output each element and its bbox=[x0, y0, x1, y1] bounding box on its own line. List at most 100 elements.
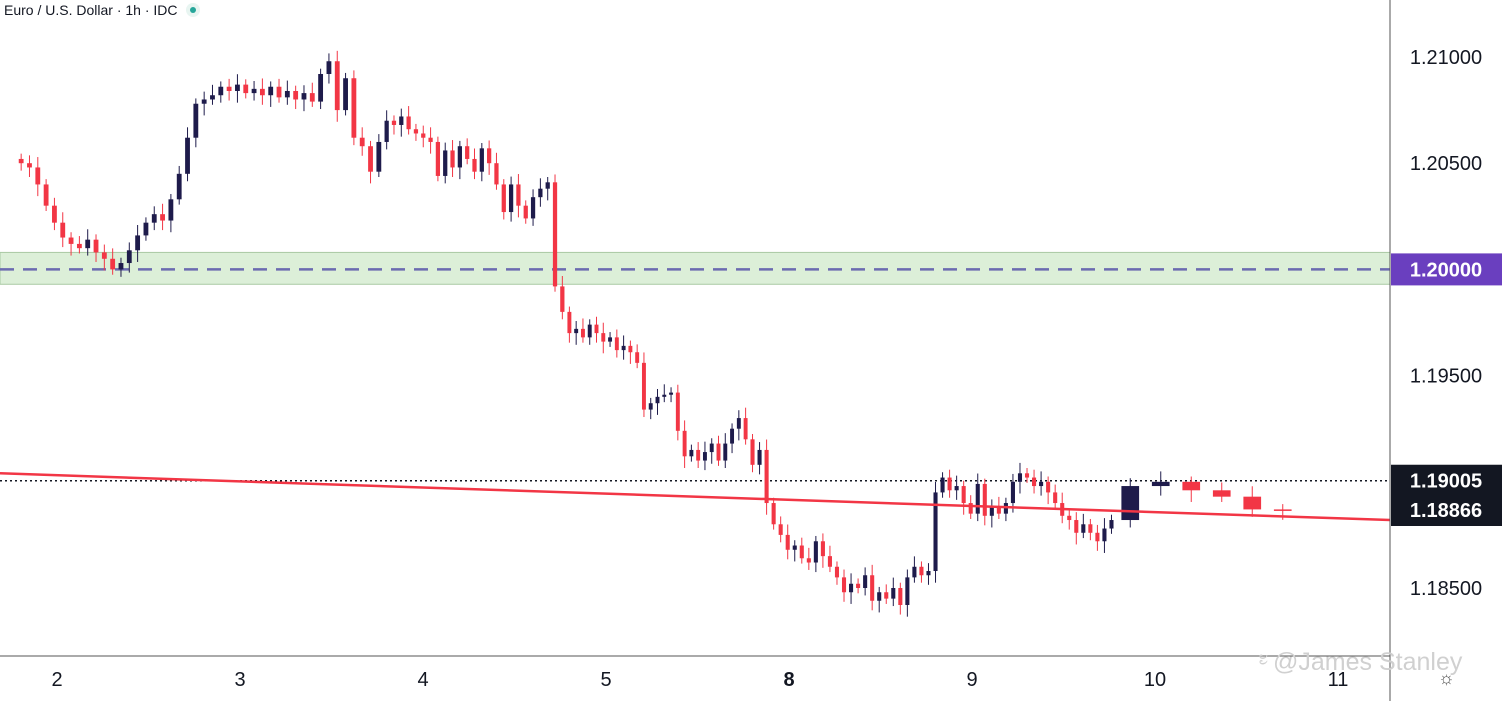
candle-body bbox=[176, 173, 182, 200]
candle-body bbox=[284, 90, 290, 98]
candle bbox=[201, 91, 207, 116]
candle-body bbox=[545, 182, 550, 189]
candle-body bbox=[318, 73, 324, 102]
candle-body bbox=[243, 84, 249, 94]
candle bbox=[457, 140, 462, 180]
candle-body bbox=[35, 167, 41, 185]
candle bbox=[827, 545, 832, 573]
candle bbox=[68, 232, 74, 256]
candle-body bbox=[1243, 496, 1262, 510]
candle-body bbox=[259, 88, 265, 96]
candle-body bbox=[384, 120, 389, 142]
candle-body bbox=[351, 78, 357, 138]
candle-body bbox=[905, 577, 910, 605]
candle bbox=[989, 499, 994, 528]
candle bbox=[912, 556, 917, 583]
candle bbox=[76, 236, 82, 254]
candle bbox=[792, 540, 797, 562]
candle bbox=[834, 561, 840, 585]
candle-body bbox=[226, 86, 232, 91]
candle bbox=[27, 155, 32, 178]
candle-body bbox=[982, 483, 987, 516]
candle bbox=[523, 200, 528, 224]
candle bbox=[545, 177, 550, 201]
candle bbox=[376, 134, 382, 178]
candle-body bbox=[635, 352, 640, 363]
candle bbox=[516, 174, 521, 218]
candle-body bbox=[975, 483, 980, 514]
candle-body bbox=[18, 158, 24, 164]
candle-body bbox=[778, 524, 783, 535]
time-tick-label: 3 bbox=[234, 669, 245, 691]
candle-body bbox=[421, 133, 426, 138]
candle bbox=[301, 85, 307, 112]
candle-body bbox=[143, 222, 149, 236]
candle bbox=[101, 244, 107, 271]
candle bbox=[954, 475, 959, 500]
candle bbox=[284, 80, 290, 105]
candle-body bbox=[101, 252, 107, 259]
candle bbox=[399, 108, 404, 137]
candle bbox=[421, 125, 426, 148]
candles-group bbox=[18, 50, 1292, 617]
candle-body bbox=[406, 116, 411, 130]
candle-body bbox=[52, 205, 57, 223]
settings-gear-icon[interactable]: ☼ bbox=[1438, 668, 1455, 688]
candle bbox=[435, 136, 441, 182]
candle bbox=[176, 165, 182, 205]
candle-body bbox=[736, 418, 741, 429]
candle bbox=[1017, 462, 1023, 494]
candle bbox=[641, 352, 646, 418]
candle-body bbox=[743, 418, 748, 440]
candle bbox=[479, 143, 484, 182]
price-label-text: 1.18866 bbox=[1410, 500, 1482, 522]
candle bbox=[594, 316, 599, 343]
candle bbox=[326, 53, 332, 84]
candle-body bbox=[799, 545, 804, 559]
candle-body bbox=[1109, 520, 1114, 529]
candle bbox=[898, 582, 903, 615]
candle bbox=[723, 433, 728, 468]
price-label-text: 1.19005 bbox=[1410, 471, 1482, 493]
candle-body bbox=[567, 311, 572, 334]
price-tick-label: 1.19500 bbox=[1410, 366, 1482, 388]
candle bbox=[614, 329, 619, 358]
candle bbox=[1151, 471, 1170, 496]
candle bbox=[1039, 471, 1044, 496]
candle-body bbox=[399, 116, 404, 125]
price-label-box bbox=[1391, 464, 1502, 497]
candle bbox=[60, 212, 66, 248]
candle-body bbox=[276, 86, 282, 98]
time-tick-label: 8 bbox=[783, 669, 794, 691]
candle bbox=[210, 84, 215, 105]
candle-body bbox=[193, 103, 199, 138]
candle-body bbox=[608, 337, 613, 342]
candle-body bbox=[93, 239, 99, 253]
candle-body bbox=[151, 214, 157, 223]
candle bbox=[368, 140, 373, 184]
candle-body bbox=[368, 146, 373, 172]
candle bbox=[1109, 514, 1114, 534]
candle-body bbox=[301, 93, 307, 100]
candle-body bbox=[580, 328, 585, 338]
candle-body bbox=[669, 392, 674, 395]
candle-body bbox=[655, 396, 660, 404]
candle bbox=[343, 72, 348, 116]
candle bbox=[806, 547, 811, 570]
candle-body bbox=[940, 477, 945, 493]
candle bbox=[251, 81, 257, 101]
candle bbox=[472, 148, 477, 180]
candle bbox=[1081, 513, 1086, 539]
candle bbox=[406, 106, 411, 135]
candle bbox=[884, 584, 889, 604]
candle-body bbox=[856, 583, 861, 588]
candle bbox=[268, 81, 274, 107]
candle bbox=[849, 573, 854, 604]
candle-body bbox=[523, 205, 528, 219]
candle-body bbox=[168, 199, 174, 221]
candle-body bbox=[1095, 532, 1100, 542]
candle-body bbox=[827, 556, 832, 567]
candle bbox=[1088, 518, 1093, 541]
candle bbox=[487, 140, 492, 175]
